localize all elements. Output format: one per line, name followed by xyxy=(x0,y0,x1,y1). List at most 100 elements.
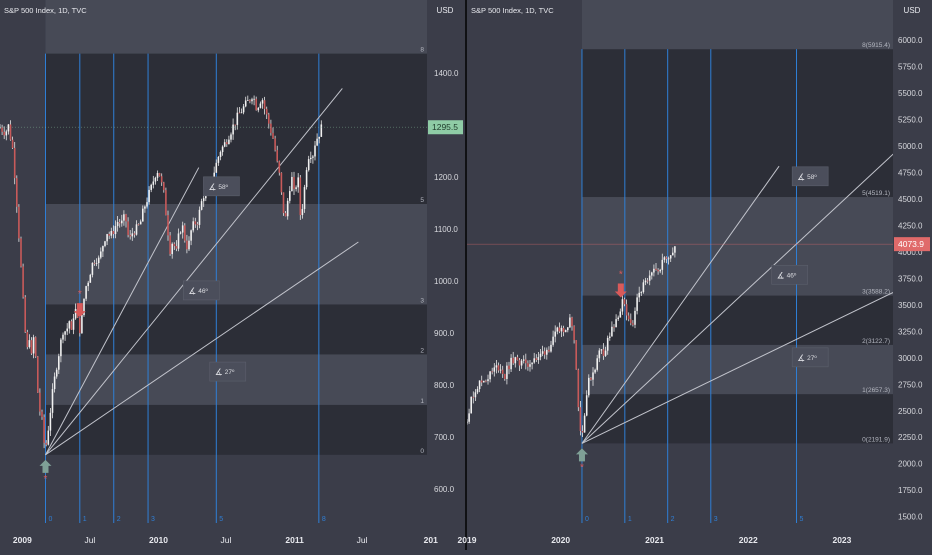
candle-body xyxy=(102,246,104,252)
x-tick-label: 2021 xyxy=(645,535,664,545)
fib-band-0 xyxy=(581,394,893,444)
candle-body xyxy=(651,272,653,276)
candle-body xyxy=(636,297,638,311)
y-tick-label: 3750.0 xyxy=(898,274,923,283)
candle-body xyxy=(125,214,127,222)
time-zone-label: 1 xyxy=(628,516,632,523)
y-tick-label: 2500.0 xyxy=(898,407,923,416)
candle-body xyxy=(177,233,180,249)
candle-body xyxy=(198,209,201,225)
y-tick-label: 4500.0 xyxy=(898,195,923,204)
candle-body xyxy=(672,252,674,256)
candle-body xyxy=(604,350,607,356)
candle-body xyxy=(518,360,521,366)
time-axis xyxy=(467,523,893,550)
candle-body xyxy=(468,413,470,422)
fan-line xyxy=(45,88,343,456)
candle-body xyxy=(22,266,24,298)
candle-body xyxy=(228,139,230,145)
candle-body xyxy=(268,114,270,124)
candle-body xyxy=(487,379,489,382)
candle-body xyxy=(564,330,567,333)
candle-body xyxy=(49,412,52,431)
candle-body xyxy=(562,327,565,333)
candle-body xyxy=(600,349,603,351)
candle-body xyxy=(627,315,630,320)
candle-body xyxy=(493,367,496,372)
candle-body xyxy=(583,415,586,433)
candle-body xyxy=(667,258,670,260)
candle-body xyxy=(175,246,178,249)
fib-level-label: 2 xyxy=(420,347,424,354)
fib-level-label: 0(2191.9) xyxy=(862,436,890,443)
angle-label-box xyxy=(203,176,240,197)
candle-body xyxy=(567,327,569,331)
candle-body xyxy=(535,358,538,360)
y-tick-label: 2750.0 xyxy=(898,380,923,389)
candle-body xyxy=(150,184,152,190)
candle-body xyxy=(114,226,117,235)
candle-body xyxy=(293,176,295,190)
candle-body xyxy=(139,221,142,225)
candle-body xyxy=(634,310,636,325)
candle-body xyxy=(188,240,190,250)
candle-body xyxy=(53,376,56,390)
candle-body xyxy=(116,222,119,227)
candle-body xyxy=(121,220,123,224)
candle-body xyxy=(522,359,525,361)
candle-body xyxy=(272,132,274,139)
y-tick-label: 4000.0 xyxy=(898,248,923,257)
candle-body xyxy=(623,299,626,305)
candle-body xyxy=(613,326,615,328)
candle-body xyxy=(234,124,236,126)
candle-body xyxy=(265,108,268,115)
price-axis xyxy=(427,0,465,550)
angle-icon: ∡ xyxy=(777,270,785,280)
candle-body xyxy=(184,225,186,241)
y-tick-label: 1400.0 xyxy=(434,69,459,78)
candle-body xyxy=(539,353,542,358)
candle-body xyxy=(55,369,58,377)
candle-body xyxy=(253,98,255,100)
candle-body xyxy=(186,240,188,250)
candle-body xyxy=(489,371,491,380)
x-tick-label: Jul xyxy=(221,535,232,545)
candle-body xyxy=(93,262,96,264)
origin-arrow-up-icon xyxy=(39,459,52,473)
fib-band-top xyxy=(45,0,427,54)
candle-body xyxy=(129,234,131,237)
candle-body xyxy=(541,351,544,354)
candle-body xyxy=(282,192,285,214)
fan-line xyxy=(581,165,780,444)
time-zone-label: 3 xyxy=(714,516,718,523)
last-price-label: 1295.5 xyxy=(432,122,458,132)
x-tick-label: 2020 xyxy=(551,535,570,545)
candle-body xyxy=(135,224,138,235)
angle-icon: ∡ xyxy=(188,286,196,296)
time-zone-label: 8 xyxy=(322,516,326,523)
candle-body xyxy=(632,323,634,325)
fan-line xyxy=(45,167,200,456)
angle-label-box xyxy=(771,264,808,285)
candle-body xyxy=(485,380,487,382)
candle-body xyxy=(527,363,529,367)
candle-body xyxy=(104,241,106,247)
x-tick-label: 2010 xyxy=(149,535,168,545)
candle-body xyxy=(516,357,519,361)
y-tick-label: 1000.0 xyxy=(434,277,459,286)
y-tick-label: 800.0 xyxy=(434,381,455,390)
y-tick-label: 1750.0 xyxy=(898,486,923,495)
fan-line xyxy=(581,153,893,444)
angle-label: 58º xyxy=(807,174,817,181)
candle-body xyxy=(226,142,228,145)
fib-band-3 xyxy=(581,197,893,296)
candle-body xyxy=(577,369,580,408)
candle-body xyxy=(617,317,619,320)
fib-level-label: 3 xyxy=(420,297,424,304)
axis-currency-label: USD xyxy=(437,6,454,15)
candle-body xyxy=(146,202,148,207)
chart-title: S&P 500 Index, 1D, TVC xyxy=(4,6,87,15)
candle-body xyxy=(646,280,649,282)
